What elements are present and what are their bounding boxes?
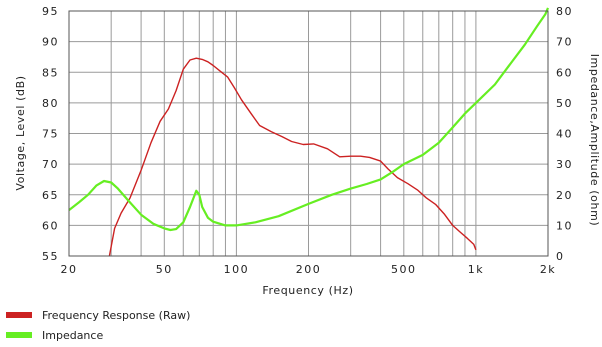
legend-swatch-impedance <box>6 332 32 338</box>
y-left-tick-label: 65 <box>42 189 59 202</box>
frequency-response-curve <box>108 57 477 257</box>
y-right-axis-label: Impedance,Amplitude (ohm) <box>588 54 601 227</box>
y-right-tick-label: 20 <box>556 189 573 202</box>
y-right-tick-label: 50 <box>556 97 573 110</box>
y-left-tick-label: 95 <box>42 5 59 18</box>
y-left-tick-label: 55 <box>42 250 59 263</box>
x-tick-label: 100 <box>224 263 250 276</box>
y-right-tick-label: 70 <box>556 36 573 49</box>
legend-label-frequency-response: Frequency Response (Raw) <box>42 308 191 322</box>
x-tick-label: 500 <box>391 263 417 276</box>
x-axis-label: Frequency (Hz) <box>262 284 353 297</box>
chart-curves <box>68 7 550 257</box>
y-left-axis-label: Voltage, Level (dB) <box>14 75 27 190</box>
y-left-tick-label: 60 <box>42 219 59 232</box>
y-left-tick-label: 80 <box>42 97 59 110</box>
y-right-tick-label: 60 <box>556 66 573 79</box>
legend-label-impedance: Impedance <box>42 328 104 342</box>
chart-legend: Frequency Response (Raw) Impedance <box>6 305 190 345</box>
x-tick-label: 2k <box>540 263 556 276</box>
x-tick-label: 1k <box>468 263 484 276</box>
y-right-tick-label: 30 <box>556 158 573 171</box>
y-right-tick-label: 10 <box>556 219 573 232</box>
y-right-tick-label: 40 <box>556 128 573 141</box>
x-tick-label: 200 <box>296 263 322 276</box>
x-tick-label: 20 <box>61 263 78 276</box>
x-tick-label: 50 <box>156 263 173 276</box>
impedance-curve <box>68 7 550 232</box>
plot-frame <box>68 10 549 257</box>
legend-swatch-frequency-response <box>6 312 32 318</box>
frequency-response-chart: 20 50 100 200 500 1k 2k 55 60 65 70 75 80 85 90 95 0 10 20… <box>14 5 601 297</box>
chart-ticks: 20 50 100 200 500 1k 2k 55 60 65 70 75 80 85 90 95 0 10 20… <box>42 5 573 276</box>
y-left-tick-label: 70 <box>42 158 59 171</box>
y-left-tick-label: 75 <box>42 128 59 141</box>
chart-grid <box>69 11 548 256</box>
legend-item-impedance: Impedance <box>6 325 190 345</box>
y-right-tick-label: 80 <box>556 5 573 18</box>
legend-item-frequency-response: Frequency Response (Raw) <box>6 305 190 325</box>
y-left-tick-label: 85 <box>42 66 59 79</box>
y-right-tick-label: 0 <box>556 250 565 263</box>
y-left-tick-label: 90 <box>42 36 59 49</box>
